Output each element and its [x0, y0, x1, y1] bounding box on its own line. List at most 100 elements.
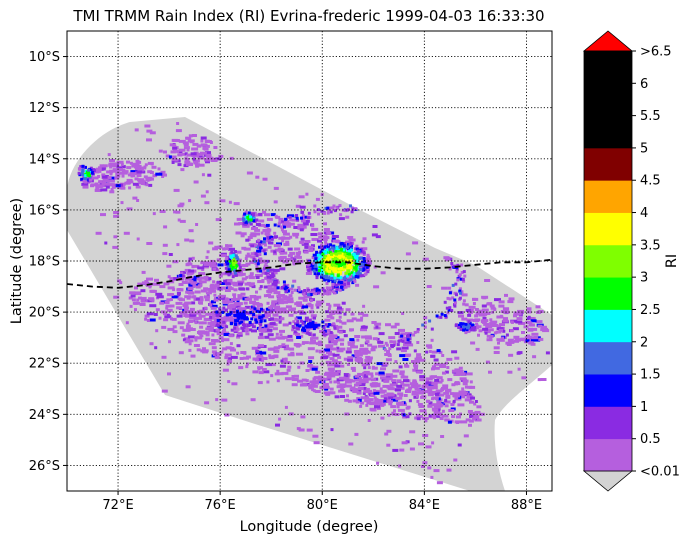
- rain-cell: [157, 167, 161, 171]
- rain-cell: [398, 335, 402, 339]
- rain-cell: [465, 308, 471, 312]
- rain-cell: [338, 288, 342, 292]
- rain-cell: [333, 380, 340, 384]
- rain-cell: [307, 293, 311, 297]
- rain-cell: [262, 326, 270, 330]
- rain-cell: [349, 338, 355, 342]
- rain-cell: [462, 379, 469, 383]
- rain-cell: [329, 206, 333, 210]
- rain-cell: [396, 347, 402, 351]
- rain-cell: [258, 358, 262, 362]
- rain-cell: [416, 341, 420, 344]
- rain-cell: [146, 312, 154, 316]
- rain-cell: [242, 310, 246, 314]
- rain-cell: [198, 280, 204, 284]
- rain-cell: [258, 287, 262, 291]
- colorbar: <0.010.511.522.533.544.555.56>6.5: [582, 30, 680, 492]
- rain-cell: [152, 212, 156, 216]
- rain-cell: [258, 344, 264, 348]
- rain-cell: [456, 421, 459, 424]
- rain-cell: [89, 176, 95, 180]
- rain-cell: [374, 377, 379, 381]
- rain-cell: [266, 278, 270, 282]
- rain-cell: [517, 367, 521, 371]
- rain-cell: [267, 280, 271, 284]
- rain-cell: [311, 336, 319, 340]
- rain-cell: [351, 354, 357, 358]
- rain-cell: [166, 308, 173, 312]
- rain-cell: [209, 315, 213, 319]
- rain-cell: [416, 370, 422, 374]
- rain-cell: [337, 381, 341, 385]
- rain-cell: [204, 298, 210, 302]
- rain-cell: [271, 275, 275, 278]
- rain-cell: [311, 227, 319, 231]
- rain-cell: [249, 272, 254, 276]
- rain-cell: [190, 281, 195, 285]
- rain-cell: [329, 312, 336, 315]
- rain-cell: [347, 341, 352, 345]
- rain-cell: [156, 295, 164, 299]
- rain-cell: [318, 269, 321, 273]
- rain-cell: [326, 292, 330, 296]
- rain-cell: [428, 350, 432, 353]
- rain-cell: [533, 338, 541, 342]
- rain-cell: [336, 378, 344, 382]
- rain-cell: [240, 326, 244, 330]
- rain-cell: [418, 388, 422, 392]
- rain-cell: [493, 346, 500, 350]
- rain-cell: [117, 186, 123, 190]
- rain-cell: [443, 314, 447, 317]
- rain-cell: [365, 387, 370, 391]
- rain-cell: [321, 271, 325, 275]
- rain-cell: [410, 385, 418, 389]
- rain-cell: [243, 317, 247, 321]
- rain-cell: [310, 288, 314, 292]
- rain-cell: [468, 393, 472, 397]
- rain-cell: [327, 373, 333, 377]
- rain-cell: [529, 323, 535, 327]
- rain-cell: [313, 210, 317, 214]
- rain-cell: [305, 325, 309, 329]
- rain-cell: [162, 252, 168, 256]
- rain-cell: [102, 164, 108, 168]
- rain-cell: [180, 168, 185, 172]
- rain-cell: [478, 325, 482, 329]
- rain-cell: [188, 269, 195, 273]
- rain-cell: [263, 266, 267, 270]
- colorbar-segment: [584, 309, 632, 343]
- rain-cell: [287, 334, 293, 338]
- rain-cell: [129, 161, 133, 165]
- y-axis-ticks: 10°S12°S14°S16°S18°S20°S22°S24°S26°S: [29, 50, 67, 474]
- rain-cell: [254, 358, 259, 362]
- rain-cell: [184, 161, 191, 164]
- rain-cell: [420, 465, 425, 468]
- y-tick-label: 18°S: [29, 255, 60, 270]
- rain-cell: [318, 252, 322, 256]
- rain-cell: [177, 297, 183, 301]
- rain-cell: [360, 396, 366, 400]
- rain-cell: [311, 267, 315, 271]
- rain-cell: [167, 327, 175, 331]
- rain-cell: [441, 409, 445, 413]
- rain-cell: [225, 279, 233, 282]
- rain-cell: [176, 243, 180, 247]
- rain-cell: [249, 311, 253, 314]
- rain-cell: [264, 311, 271, 315]
- rain-cell: [187, 260, 191, 264]
- rain-cell: [223, 333, 230, 336]
- rain-cell: [257, 238, 261, 242]
- rain-cell: [379, 387, 383, 391]
- rain-cell: [346, 270, 350, 274]
- rain-cell: [325, 257, 329, 261]
- rain-cell: [289, 235, 293, 239]
- rain-cell: [245, 332, 250, 336]
- rain-cell: [236, 273, 243, 277]
- rain-cell: [274, 235, 278, 239]
- rain-cell: [237, 331, 243, 335]
- rain-cell: [400, 334, 404, 338]
- rain-cell: [195, 336, 203, 340]
- colorbar-segment: [584, 438, 632, 472]
- rain-cell: [334, 364, 341, 368]
- rain-cell: [327, 209, 331, 212]
